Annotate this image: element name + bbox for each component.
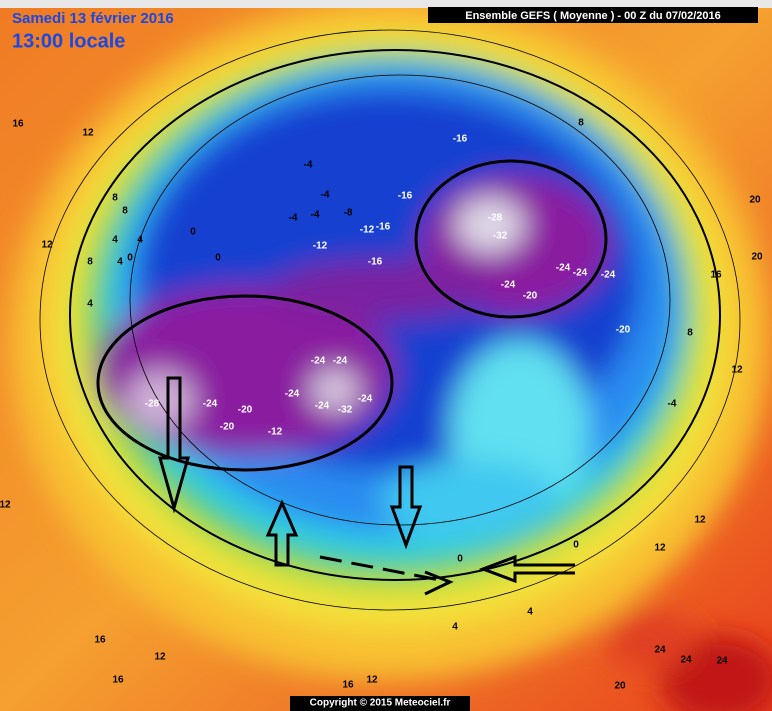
toolbar (0, 0, 772, 8)
contour-label: -4 (321, 190, 330, 201)
contour-label: -4 (304, 160, 313, 171)
contour-label: -28 (488, 213, 503, 224)
contours (39, 29, 741, 611)
contour-label: 20 (749, 195, 761, 206)
contour-label: -12 (268, 427, 283, 438)
contour-label: 12 (366, 675, 378, 686)
highlight-ellipse (96, 294, 394, 472)
date-text: Samedi 13 février 2016 (12, 10, 174, 27)
contour-label: 4 (112, 235, 118, 246)
contour-label: 16 (710, 270, 722, 281)
contour-label: 16 (342, 680, 354, 691)
contour-label: -28 (145, 399, 160, 410)
contour-label: 24 (680, 655, 692, 666)
contour-label: 0 (573, 540, 579, 551)
contour-label: -8 (344, 208, 353, 219)
contour-label: -24 (285, 389, 300, 400)
contour-label: 8 (87, 257, 93, 268)
highlight-ellipse (414, 159, 608, 319)
contour-label: 20 (751, 252, 763, 263)
contour-label: -16 (368, 257, 383, 268)
contour-label: 4 (87, 299, 93, 310)
contour-label: 8 (122, 206, 128, 217)
contour-label: -12 (313, 241, 328, 252)
contour-label: 12 (694, 515, 706, 526)
model-text: Ensemble GEFS ( Moyenne ) - 00 Z du 07/0… (465, 10, 721, 22)
time-text: 13:00 locale (12, 30, 125, 52)
arrows (158, 376, 575, 596)
contour-label: -32 (493, 231, 508, 242)
contour-label: 12 (654, 543, 666, 554)
contour-label: 8 (112, 193, 118, 204)
contour-label: 4 (137, 235, 143, 246)
contour-label: -24 (601, 270, 616, 281)
contour-label: 0 (215, 253, 221, 264)
model-banner (428, 7, 758, 23)
contour-label: 20 (614, 681, 626, 692)
contour-label: 4 (117, 257, 123, 268)
contour-label: 4 (527, 607, 533, 618)
contour-label: -4 (289, 213, 298, 224)
contour-label: -24 (358, 394, 373, 405)
contour-label: -20 (616, 325, 631, 336)
contour-label: -12 (360, 225, 375, 236)
contour-label: 8 (687, 328, 693, 339)
contour-label: -20 (523, 291, 538, 302)
contour-label: 12 (41, 240, 53, 251)
contour-label: 24 (716, 656, 728, 667)
temperature-field (10, 0, 772, 711)
contour-label: 0 (127, 253, 133, 264)
contour-label: -4 (668, 399, 677, 410)
contour-label: -20 (220, 422, 235, 433)
contour-label: 12 (0, 500, 11, 511)
contour-label: -24 (501, 280, 516, 291)
contour-label: 4 (452, 622, 458, 633)
contour-label: 0 (457, 554, 463, 565)
contour-label: -24 (311, 356, 326, 367)
contour-label: -20 (238, 405, 253, 416)
contour-label: 0 (190, 227, 196, 238)
contour-label: 12 (82, 128, 94, 139)
copyright-banner (290, 696, 470, 711)
contour-label: 16 (94, 635, 106, 646)
contour-label: -16 (398, 191, 413, 202)
copyright-text: Copyright © 2015 Meteociel.fr (310, 698, 451, 709)
contour-label: -32 (338, 405, 353, 416)
contour-label: -24 (203, 399, 218, 410)
contour-label: -16 (453, 134, 468, 145)
contour-label: -24 (333, 356, 348, 367)
contour-label: -24 (573, 268, 588, 279)
contour-label: -16 (376, 222, 391, 233)
contour-label: -24 (315, 401, 330, 412)
contour-label: 8 (578, 118, 584, 129)
contour-label: -24 (556, 263, 571, 274)
contour-label: 24 (654, 645, 666, 656)
contour-label: -4 (311, 210, 320, 221)
contour-label: 12 (154, 652, 166, 663)
contour-label: 16 (112, 675, 124, 686)
contour-label: 12 (731, 365, 743, 376)
contour-label: 16 (12, 119, 24, 130)
